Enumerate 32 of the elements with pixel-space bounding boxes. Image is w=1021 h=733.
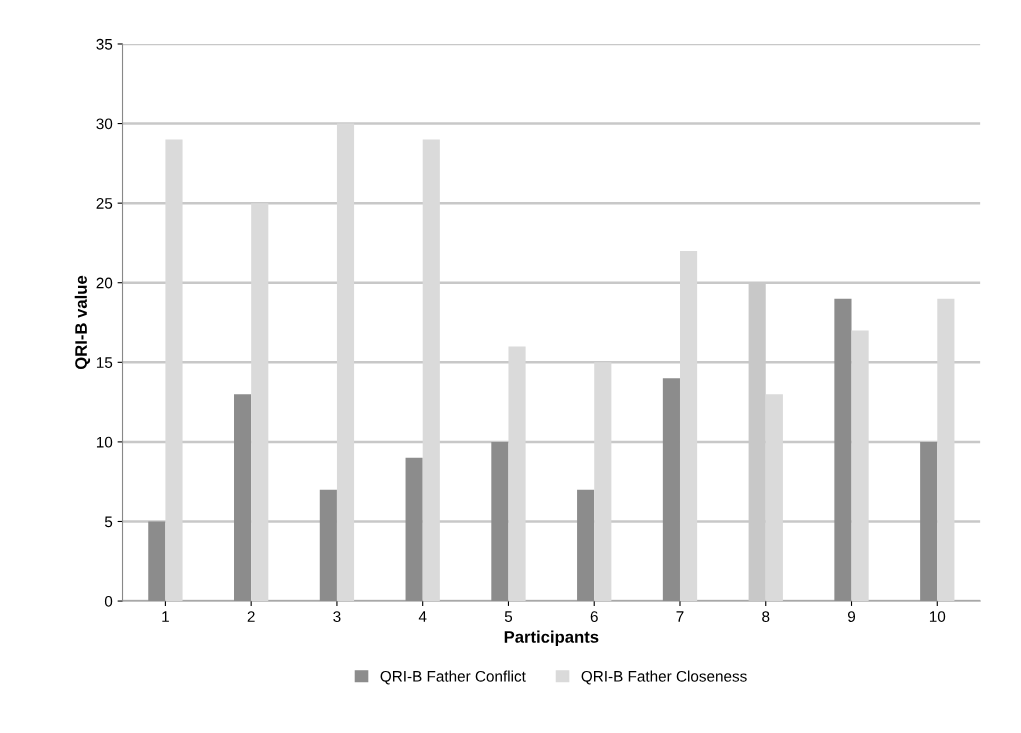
x-tick-label: 6 [590, 611, 598, 622]
x-tick-label: 2 [247, 611, 255, 622]
bar [679, 250, 698, 602]
x-tick-label: 3 [333, 611, 341, 622]
x-tick-label: 9 [847, 611, 856, 622]
x-tick-label: 4 [418, 611, 427, 622]
legend-label: QRI-B Father Closeness [581, 670, 747, 685]
x-tick-label: 5 [504, 611, 513, 622]
bar [508, 346, 526, 602]
y-tick-label: 20 [96, 277, 113, 289]
x-tick-label: 10 [929, 611, 946, 622]
y-tick-label: 0 [104, 595, 113, 607]
y-axis-title: QRI-B value [74, 275, 91, 370]
bar [851, 330, 869, 602]
bar [165, 139, 183, 602]
x-tick-label: 8 [762, 611, 770, 622]
x-tick-label: 7 [676, 611, 684, 622]
y-tick-label: 10 [96, 436, 113, 448]
bar [937, 298, 955, 602]
y-tick-label: 5 [104, 516, 113, 528]
bar [336, 123, 355, 602]
y-tick-label: 25 [96, 198, 113, 209]
bar [594, 362, 612, 602]
y-tick-label: 35 [96, 38, 113, 50]
legend-label: QRI-B Father Conflict [380, 670, 526, 685]
bar [251, 203, 269, 602]
bar [765, 394, 783, 602]
bar [422, 139, 440, 602]
x-tick-label: 1 [162, 611, 169, 622]
y-tick-label: 30 [96, 118, 113, 130]
x-axis-title: Participants [504, 630, 599, 647]
y-tick-label: 15 [96, 357, 113, 368]
